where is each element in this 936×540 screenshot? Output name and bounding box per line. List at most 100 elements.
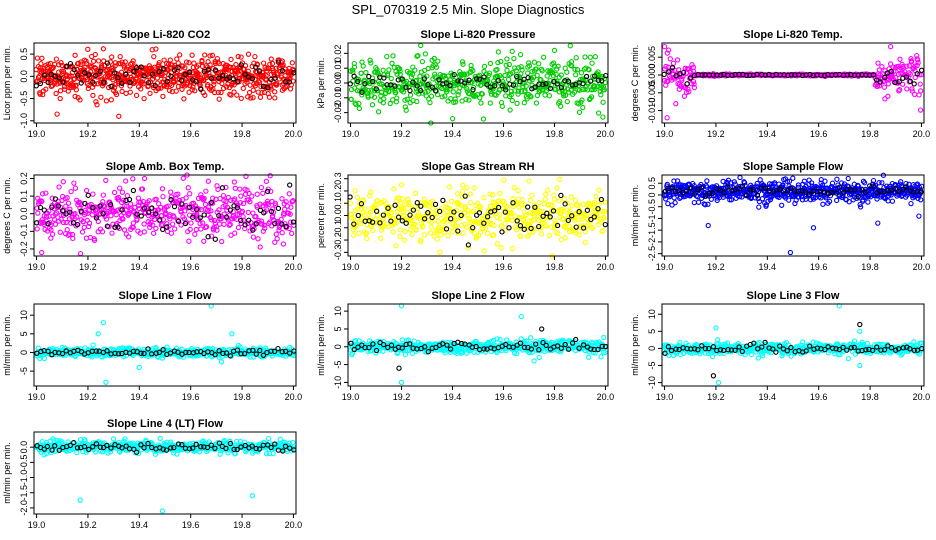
data-point — [417, 73, 423, 79]
data-point — [427, 99, 433, 106]
data-point — [452, 99, 459, 105]
x-tick-label: 19.0 — [28, 392, 46, 402]
data-point — [574, 66, 581, 73]
plot-frame — [33, 303, 297, 387]
panel-title: Slope Li-820 Temp. — [743, 29, 842, 41]
data-point — [875, 220, 881, 226]
data-point — [352, 187, 358, 194]
data-point — [272, 89, 278, 95]
data-point — [117, 185, 123, 191]
data-point — [191, 60, 197, 66]
data-point — [289, 60, 295, 66]
data-point — [388, 75, 394, 82]
data-point — [181, 96, 187, 102]
data-point — [583, 73, 590, 80]
data-point — [355, 78, 361, 85]
x-tick-label: 19.6 — [810, 129, 828, 139]
data-point — [78, 80, 84, 86]
data-point — [508, 92, 514, 98]
data-point — [558, 192, 564, 199]
data-point — [908, 59, 915, 65]
data-point — [558, 72, 564, 78]
data-point — [553, 86, 559, 92]
data-point — [402, 351, 409, 358]
data-point — [699, 72, 705, 78]
y-tick-label: -0.02 — [333, 102, 343, 123]
data-point — [434, 91, 441, 98]
data-point — [531, 59, 538, 65]
data-point — [185, 185, 191, 191]
data-point — [489, 192, 496, 198]
data-point — [538, 231, 545, 237]
data-point — [374, 69, 381, 75]
data-point — [201, 238, 207, 244]
data-point — [407, 87, 413, 94]
data-point — [459, 59, 466, 65]
data-point — [118, 83, 125, 89]
data-point — [245, 51, 252, 57]
data-point — [183, 59, 190, 65]
data-point — [544, 73, 550, 79]
data-point — [896, 87, 903, 93]
y-tick-label: 5 — [19, 331, 29, 336]
data-point — [279, 230, 285, 236]
data-point — [245, 68, 251, 74]
data-point — [82, 64, 88, 71]
data-point — [459, 71, 465, 77]
chart-panel-3: Slope Li-820 Temp.degrees C per min.19.0… — [630, 29, 930, 139]
data-point — [550, 60, 557, 66]
data-point — [503, 62, 509, 68]
data-point — [118, 69, 125, 75]
data-point — [669, 64, 676, 71]
data-point — [392, 202, 398, 208]
data-point — [199, 57, 205, 64]
data-point — [534, 72, 540, 79]
data-point — [691, 84, 698, 91]
data-point — [85, 85, 91, 92]
data-point — [480, 116, 487, 122]
data-point — [598, 92, 604, 98]
data-point — [557, 176, 563, 183]
data-point — [182, 71, 188, 78]
data-point — [423, 93, 429, 99]
data-point — [370, 227, 376, 234]
data-point — [53, 56, 60, 62]
data-point — [160, 66, 167, 72]
data-point — [351, 73, 357, 79]
data-point — [449, 115, 456, 122]
data-point — [221, 221, 227, 227]
data-point — [51, 80, 58, 87]
data-point — [411, 338, 417, 344]
data-point — [519, 67, 525, 73]
data-point — [373, 86, 379, 92]
data-point — [580, 86, 586, 92]
data-point — [917, 107, 924, 113]
data-point — [514, 73, 520, 80]
data-point — [421, 76, 427, 82]
data-point — [779, 202, 785, 208]
data-point — [207, 53, 213, 59]
data-point — [497, 190, 503, 197]
data-point — [109, 54, 115, 60]
data-point — [394, 95, 400, 101]
data-point — [542, 196, 548, 202]
data-point — [487, 100, 493, 106]
data-point — [402, 228, 408, 235]
data-point — [363, 69, 369, 76]
data-point — [906, 63, 912, 69]
data-point — [665, 200, 671, 207]
data-point — [58, 60, 64, 66]
data-point — [564, 69, 570, 75]
data-point — [465, 242, 472, 248]
data-point — [425, 82, 431, 88]
data-point — [228, 92, 234, 98]
data-point — [525, 75, 531, 81]
data-point — [44, 64, 50, 71]
data-point — [551, 78, 557, 85]
y-tick-label: 0.1 — [333, 197, 343, 210]
data-point — [127, 201, 134, 207]
data-point — [253, 64, 259, 70]
y-axis-label: degrees C per min. — [630, 45, 640, 122]
data-point — [918, 67, 925, 73]
